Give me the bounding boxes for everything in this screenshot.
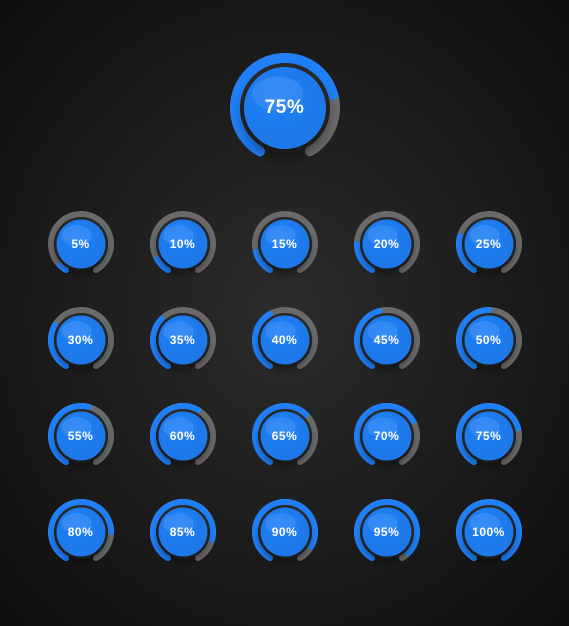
gauge-85: 85%: [147, 496, 219, 568]
gauge-label: 95%: [374, 525, 400, 539]
gauge-25: 25%: [453, 208, 525, 280]
gauge-30: 30%: [45, 304, 117, 376]
gauge-label: 5%: [71, 237, 89, 251]
gauge-65: 65%: [249, 400, 321, 472]
gauge-label: 80%: [68, 525, 94, 539]
stage: 75% 5% 10% 15% 20%: [0, 0, 569, 626]
gauge-label: 70%: [374, 429, 400, 443]
gauge-label: 75%: [476, 429, 502, 443]
gauge-label: 40%: [272, 333, 298, 347]
gauge-label: 90%: [272, 525, 298, 539]
gauge-55: 55%: [45, 400, 117, 472]
gauge-40: 40%: [249, 304, 321, 376]
gauge-label: 45%: [374, 333, 400, 347]
gauge-10: 10%: [147, 208, 219, 280]
gauge-label: 10%: [170, 237, 196, 251]
gauge-75: 75%: [453, 400, 525, 472]
gauge-label: 20%: [374, 237, 400, 251]
gauge-label: 60%: [170, 429, 196, 443]
gauge-35: 35%: [147, 304, 219, 376]
gauge-label: 65%: [272, 429, 298, 443]
gauge-label: 15%: [272, 237, 298, 251]
gauge-label: 55%: [68, 429, 94, 443]
gauge-20: 20%: [351, 208, 423, 280]
gauge-label: 100%: [472, 525, 505, 539]
gauge-5: 5%: [45, 208, 117, 280]
gauge-label: 85%: [170, 525, 196, 539]
gauge-70: 70%: [351, 400, 423, 472]
gauge-label: 35%: [170, 333, 196, 347]
gauge-hero: 75%: [225, 48, 345, 168]
gauge-15: 15%: [249, 208, 321, 280]
hero-gauge-container: 75%: [225, 48, 345, 168]
gauge-label: 75%: [265, 97, 305, 119]
gauge-label: 30%: [68, 333, 94, 347]
gauge-100: 100%: [453, 496, 525, 568]
gauge-95: 95%: [351, 496, 423, 568]
gauge-90: 90%: [249, 496, 321, 568]
gauge-label: 50%: [476, 333, 502, 347]
gauge-label: 25%: [476, 237, 502, 251]
gauge-80: 80%: [45, 496, 117, 568]
gauge-60: 60%: [147, 400, 219, 472]
gauge-45: 45%: [351, 304, 423, 376]
gauge-50: 50%: [453, 304, 525, 376]
gauge-grid: 5% 10% 15% 20% 25%: [0, 208, 569, 568]
